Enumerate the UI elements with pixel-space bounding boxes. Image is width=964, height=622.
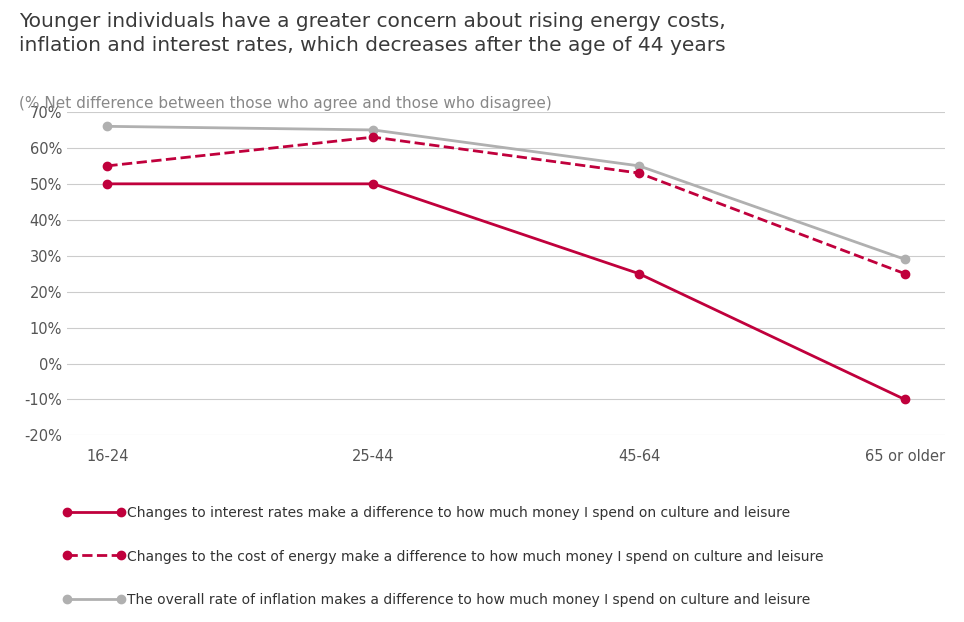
Text: Changes to the cost of energy make a difference to how much money I spend on cul: Changes to the cost of energy make a dif… [127,550,824,564]
Text: The overall rate of inflation makes a difference to how much money I spend on cu: The overall rate of inflation makes a di… [127,593,811,607]
Text: Younger individuals have a greater concern about rising energy costs,
inflation : Younger individuals have a greater conce… [19,12,726,55]
Text: Changes to interest rates make a difference to how much money I spend on culture: Changes to interest rates make a differe… [127,506,790,520]
Text: (% Net difference between those who agree and those who disagree): (% Net difference between those who agre… [19,96,552,111]
